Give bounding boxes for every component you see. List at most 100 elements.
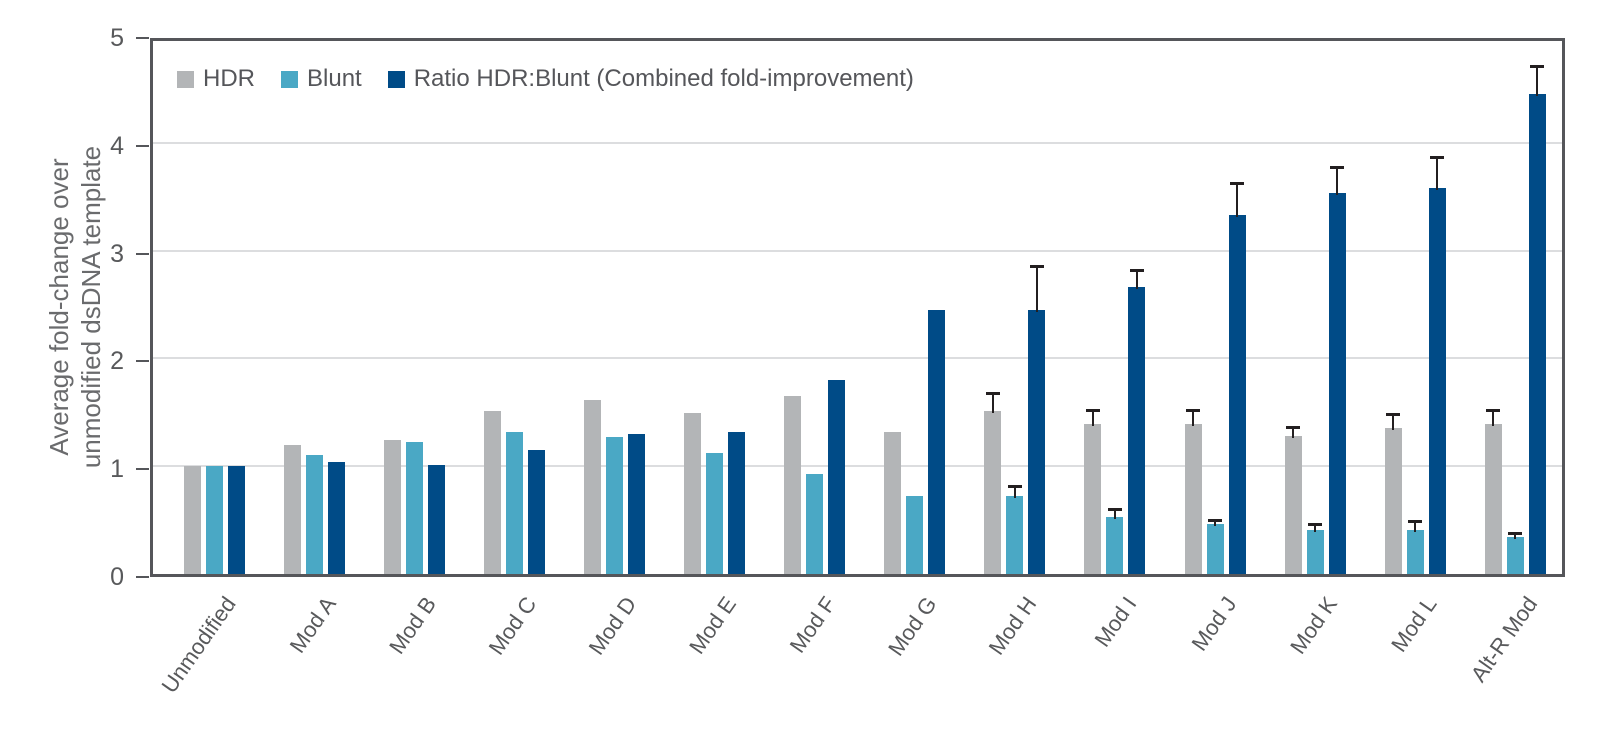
x-tick-label-mod-f: Mod F [784, 592, 842, 658]
bar-blunt-mod-g [906, 496, 924, 574]
x-tick-label-alt-r-mod: Alt-R Mod [1465, 592, 1542, 687]
bar-hdr-mod-i [1084, 424, 1102, 574]
error-bar-cap [1508, 532, 1523, 536]
legend-item-hdr: HDR [177, 65, 255, 93]
x-tick-label-mod-a: Mod A [284, 592, 341, 658]
error-bar-stem [1135, 270, 1138, 290]
error-bar-cap [1029, 264, 1044, 268]
bar-blunt-mod-c [505, 431, 523, 574]
error-bar-stem [1292, 427, 1295, 439]
error-bar-stem [1035, 265, 1038, 312]
y-tick-label-2: 2 [110, 347, 124, 376]
bar-hdr-mod-g [884, 431, 902, 574]
error-bar-stem [1013, 485, 1016, 499]
bar-blunt-mod-d [605, 437, 623, 574]
error-bar-cap [1430, 155, 1445, 159]
y-tick-mark-0 [136, 576, 149, 578]
error-bar-stem [1436, 156, 1439, 191]
bar-ratio-unmodified [227, 466, 245, 574]
x-tick-label-mod-b: Mod B [383, 592, 441, 659]
error-bar-cap [1007, 484, 1022, 488]
legend-item-ratio: Ratio HDR:Blunt (Combined fold-improveme… [387, 65, 914, 93]
bar-ratio-mod-a [327, 461, 345, 574]
bar-hdr-mod-j [1184, 424, 1202, 574]
gridline-y2 [153, 357, 1562, 360]
x-tick-label-mod-j: Mod J [1186, 592, 1242, 656]
bar-hdr-mod-l [1384, 428, 1402, 574]
bar-blunt-mod-k [1306, 529, 1324, 574]
error-bar-cap [1230, 181, 1244, 185]
error-bar-cap [1308, 523, 1323, 527]
bar-hdr-unmodified [183, 466, 201, 574]
bar-blunt-mod-h [1006, 496, 1024, 574]
bar-blunt-mod-e [706, 453, 723, 574]
bar-hdr-mod-a [283, 444, 301, 574]
x-tick-label-unmodified: Unmodified [156, 592, 241, 698]
bar-ratio-mod-b [427, 465, 445, 574]
bar-hdr-mod-k [1284, 436, 1302, 574]
plot-area: HDR Blunt Ratio HDR:Blunt (Combined fold… [150, 38, 1565, 577]
bar-blunt-mod-j [1206, 524, 1224, 574]
error-bar-stem [1192, 410, 1194, 427]
error-bar-stem [1392, 414, 1395, 431]
error-bar-stem [1536, 66, 1539, 97]
bar-hdr-mod-b [383, 440, 401, 574]
error-bar-cap [1208, 519, 1222, 523]
error-bar-cap [985, 391, 1000, 395]
error-bar-stem [1214, 520, 1216, 527]
error-bar-cap [1530, 65, 1545, 69]
x-tick-label-mod-h: Mod H [983, 592, 1042, 660]
bar-ratio-mod-d [627, 433, 645, 574]
y-tick-label-0: 0 [110, 563, 124, 591]
bar-ratio-mod-l [1428, 188, 1446, 574]
error-bar-stem [1236, 182, 1238, 218]
error-bar-stem [1113, 509, 1116, 519]
error-bar-cap [1286, 426, 1301, 430]
legend-swatch-blunt [281, 70, 298, 88]
bar-blunt-mod-b [405, 442, 423, 574]
bar-hdr-mod-d [583, 400, 601, 574]
bar-ratio-mod-k [1328, 193, 1346, 574]
bar-hdr-mod-h [984, 411, 1002, 574]
bar-ratio-alt-r-mod [1528, 94, 1546, 574]
legend-label-hdr: HDR [203, 65, 255, 92]
legend-label-blunt: Blunt [307, 65, 362, 92]
legend-swatch-ratio [387, 70, 405, 88]
y-tick-label-4: 4 [110, 131, 124, 160]
bar-blunt-mod-f [806, 473, 824, 574]
bar-ratio-mod-h [1028, 309, 1046, 574]
legend-item-blunt: Blunt [281, 65, 362, 93]
x-tick-label-mod-c: Mod C [483, 592, 541, 660]
error-bar-cap [1085, 409, 1100, 413]
x-tick-label-mod-g: Mod G [882, 592, 942, 661]
error-bar-cap [1330, 165, 1345, 169]
error-bar-stem [991, 392, 994, 414]
bar-ratio-mod-e [728, 431, 745, 574]
bar-hdr-mod-e [684, 413, 701, 574]
y-tick-label-1: 1 [110, 455, 124, 484]
error-bar-cap [1107, 508, 1122, 512]
bar-hdr-alt-r-mod [1484, 424, 1502, 574]
error-bar-stem [1414, 521, 1417, 532]
x-tick-label-mod-l: Mod L [1386, 592, 1442, 657]
bar-ratio-mod-j [1228, 215, 1246, 574]
y-tick-label-5: 5 [110, 24, 124, 52]
bar-blunt-mod-l [1406, 529, 1424, 574]
bar-ratio-mod-g [928, 309, 946, 574]
legend-swatch-hdr [177, 70, 194, 88]
x-tick-label-mod-i: Mod I [1089, 592, 1142, 652]
bar-hdr-mod-c [483, 411, 501, 574]
error-bar-stem [1492, 410, 1495, 427]
error-bar-cap [1129, 269, 1144, 273]
bar-blunt-unmodified [205, 466, 223, 574]
y-tick-mark-5 [136, 37, 149, 39]
bar-ratio-mod-i [1128, 287, 1146, 574]
error-bar-stem [1091, 410, 1094, 427]
gridline-y4 [153, 141, 1562, 144]
y-tick-mark-4 [136, 144, 149, 147]
y-tick-mark-2 [136, 360, 149, 363]
error-bar-stem [1336, 166, 1339, 196]
y-tick-mark-3 [136, 252, 149, 255]
legend-label-ratio: Ratio HDR:Blunt (Combined fold-improveme… [413, 65, 914, 92]
